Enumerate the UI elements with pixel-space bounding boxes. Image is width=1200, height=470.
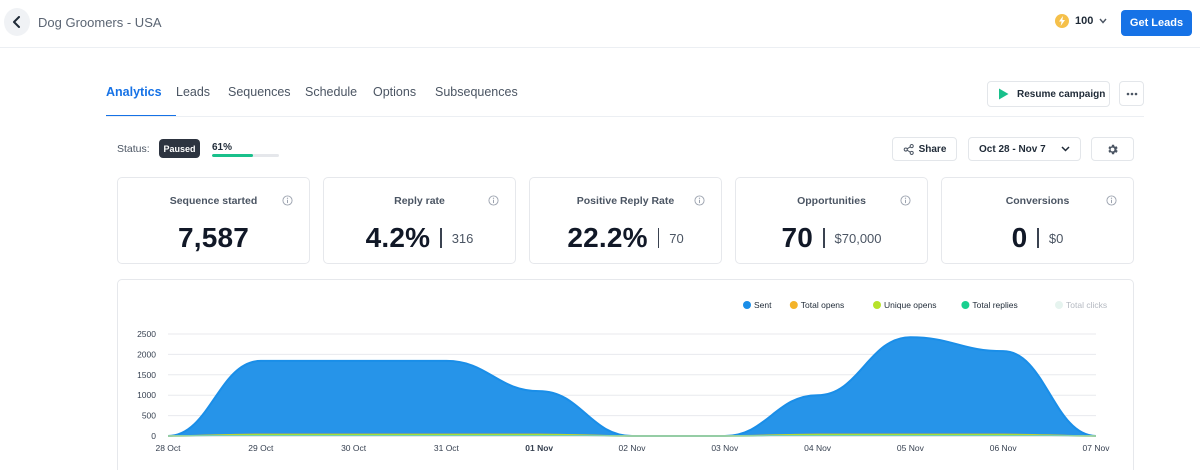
top-bar: Dog Groomers - USA 100 Get Leads [0,0,1200,48]
progress-percent: 61% [212,142,233,153]
y-tick-label: 2000 [137,349,156,359]
metric-card-sequence-started: Sequence started 7,587 [117,177,310,264]
campaign-tabs: Analytics Leads Sequences Schedule Optio… [106,84,530,117]
progress-bar [212,154,279,157]
share-label: Share [918,143,947,155]
campaign-title: Dog Groomers - USA [38,15,162,30]
x-tick-label: 28 Oct [155,443,181,453]
chevron-down-icon [1099,18,1107,24]
tab-leads[interactable]: Leads [176,85,211,99]
metric-title: Conversions [1005,195,1070,207]
status-label: Status: [117,143,150,155]
share-icon [903,143,914,155]
y-tick-label: 1000 [137,390,156,400]
y-tick-label: 500 [142,411,156,421]
chart-settings-button[interactable] [1091,137,1134,161]
metric-subvalue: $0 [1048,230,1064,246]
metric-card-opportunities: Opportunities 70 $70,000 [735,177,928,264]
back-button[interactable] [4,8,30,36]
tab-sequences[interactable]: Sequences [228,85,291,99]
legend-dot [873,301,881,309]
metric-subvalue: $70,000 [834,230,882,246]
metric-subvalue: 70 [669,230,684,246]
x-tick-label: 03 Nov [711,443,739,453]
lightning-icon [1055,14,1069,28]
metric-value: 70 [781,222,814,253]
metric-card-conversions: Conversions 0 $0 [941,177,1134,264]
metric-separator [440,228,442,248]
x-tick-label: 01 Nov [525,443,553,453]
share-button[interactable]: Share [892,137,957,161]
credits-count: 100 [1075,15,1094,27]
x-tick-label: 29 Oct [248,443,274,453]
x-tick-label: 07 Nov [1083,443,1111,453]
tab-options[interactable]: Options [373,85,417,99]
get-leads-button[interactable]: Get Leads [1121,10,1192,36]
gear-icon [1108,144,1118,154]
resume-campaign-label: Resume campaign [1017,88,1106,100]
metric-card-reply-rate: Reply rate 4.2% 316 [323,177,516,264]
legend-label: Total opens [801,300,844,310]
info-icon[interactable] [282,195,293,206]
x-tick-label: 02 Nov [619,443,647,453]
tabs-divider [106,116,1144,117]
analytics-area-chart: 0 500 1000 1500 2000 2500 28 Oct 29 Oct 30 Oct 31… [137,300,1111,453]
resume-campaign-button[interactable]: Resume campaign [987,81,1110,107]
play-icon [999,88,1009,100]
x-tick-label: 04 Nov [804,443,832,453]
status-badge: Paused [159,139,200,158]
chevron-down-icon [1061,146,1070,152]
legend-label: Unique opens [884,300,936,310]
metric-value: 22.2% [567,222,648,253]
y-tick-label: 0 [151,431,156,441]
tab-schedule[interactable]: Schedule [305,85,358,99]
metric-title: Sequence started [169,195,258,207]
y-tick-label: 1500 [137,370,156,380]
metric-title: Opportunities [797,195,866,207]
metric-value: 7,587 [177,222,250,253]
legend-label: Sent [754,300,772,310]
legend-dot [789,301,798,309]
metric-card-positive-reply-rate: Positive Reply Rate 22.2% 70 [529,177,722,264]
legend-label: Total replies [972,300,1017,310]
metric-separator [1037,228,1039,248]
series-area-sent [168,337,1096,436]
more-horizontal-icon [1126,92,1137,95]
y-tick-label: 2500 [137,329,156,339]
legend-dot [961,301,970,309]
chevron-left-icon [13,16,20,28]
date-range-value: Oct 28 - Nov 7 [979,143,1046,155]
metric-separator [823,228,825,248]
x-tick-label: 05 Nov [897,443,925,453]
tab-subsequences[interactable]: Subsequences [435,85,518,99]
legend-label: Total clicks [1066,300,1107,310]
legend-dot [1055,301,1063,309]
x-tick-label: 30 Oct [341,443,367,453]
date-range-picker[interactable]: Oct 28 - Nov 7 [968,137,1081,161]
metric-title: Reply rate [394,195,445,207]
analytics-chart-card: 0 500 1000 1500 2000 2500 28 Oct 29 Oct 30 Oct 31… [117,279,1134,470]
metric-value: 0 [1011,222,1028,253]
info-icon[interactable] [694,195,705,206]
progress-bar-fill [212,154,253,157]
metric-title: Positive Reply Rate [576,195,675,207]
info-icon[interactable] [488,195,499,206]
info-icon[interactable] [900,195,911,206]
x-tick-label: 06 Nov [990,443,1018,453]
metric-separator [657,228,660,248]
more-options-button[interactable] [1119,81,1144,106]
metric-subvalue: 316 [451,230,474,246]
x-tick-label: 31 Oct [434,443,460,453]
tab-analytics[interactable]: Analytics [106,84,176,117]
info-icon[interactable] [1106,195,1117,206]
credits-dropdown[interactable]: 100 [1055,14,1107,28]
metric-value: 4.2% [365,222,431,253]
legend-dot [743,301,751,309]
